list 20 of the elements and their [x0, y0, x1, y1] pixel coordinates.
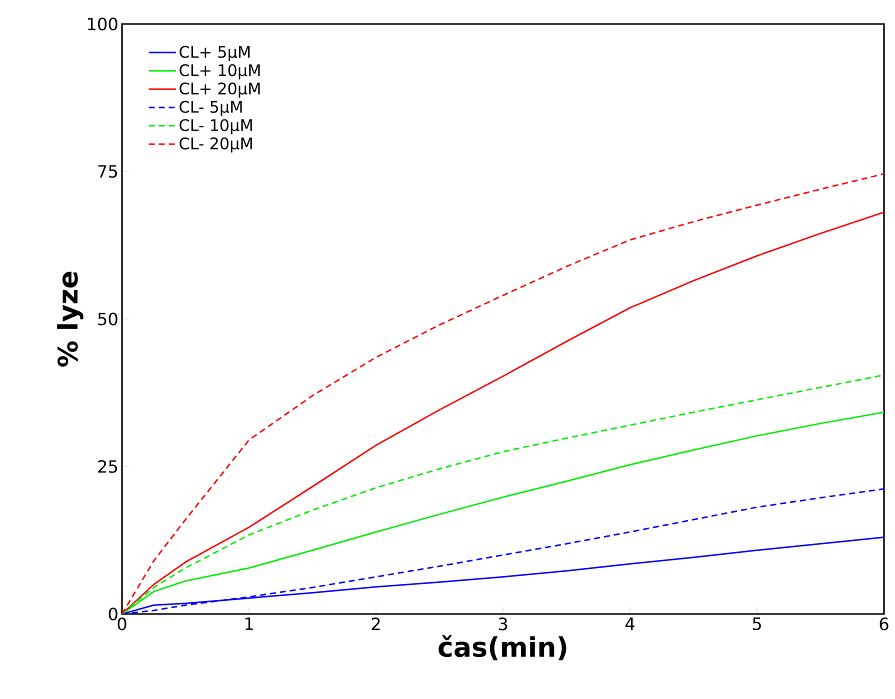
y-tick-label: 75: [98, 165, 117, 178]
legend-label: CL- 5μM: [180, 100, 242, 116]
legend-label: CL+ 10μM: [180, 64, 260, 80]
legend-label: CL+ 5μM: [180, 46, 250, 62]
legend-label: CL- 10μM: [180, 119, 252, 134]
legend-label: CL+ 20μM: [180, 82, 260, 98]
y-tick-label: 100: [88, 18, 118, 30]
x-axis-title: čas(min): [438, 635, 566, 660]
x-tick-label: 5: [752, 618, 761, 630]
y-tick-label: 25: [98, 460, 117, 473]
y-axis-title: % lyze: [57, 272, 84, 367]
x-tick-label: 2: [372, 618, 380, 630]
x-tick-label: 6: [880, 618, 888, 630]
x-tick-label: 4: [625, 618, 634, 630]
x-tick-label: 1: [245, 618, 253, 630]
legend-label: CL- 20μM: [180, 137, 252, 153]
y-tick-label: 0: [108, 608, 118, 620]
x-tick-label: 0: [118, 618, 126, 630]
y-tick-label: 50: [98, 312, 118, 326]
x-tick-label: 3: [498, 618, 508, 630]
